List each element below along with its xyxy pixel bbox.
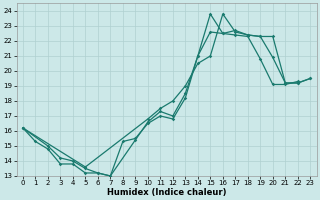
- X-axis label: Humidex (Indice chaleur): Humidex (Indice chaleur): [107, 188, 226, 197]
